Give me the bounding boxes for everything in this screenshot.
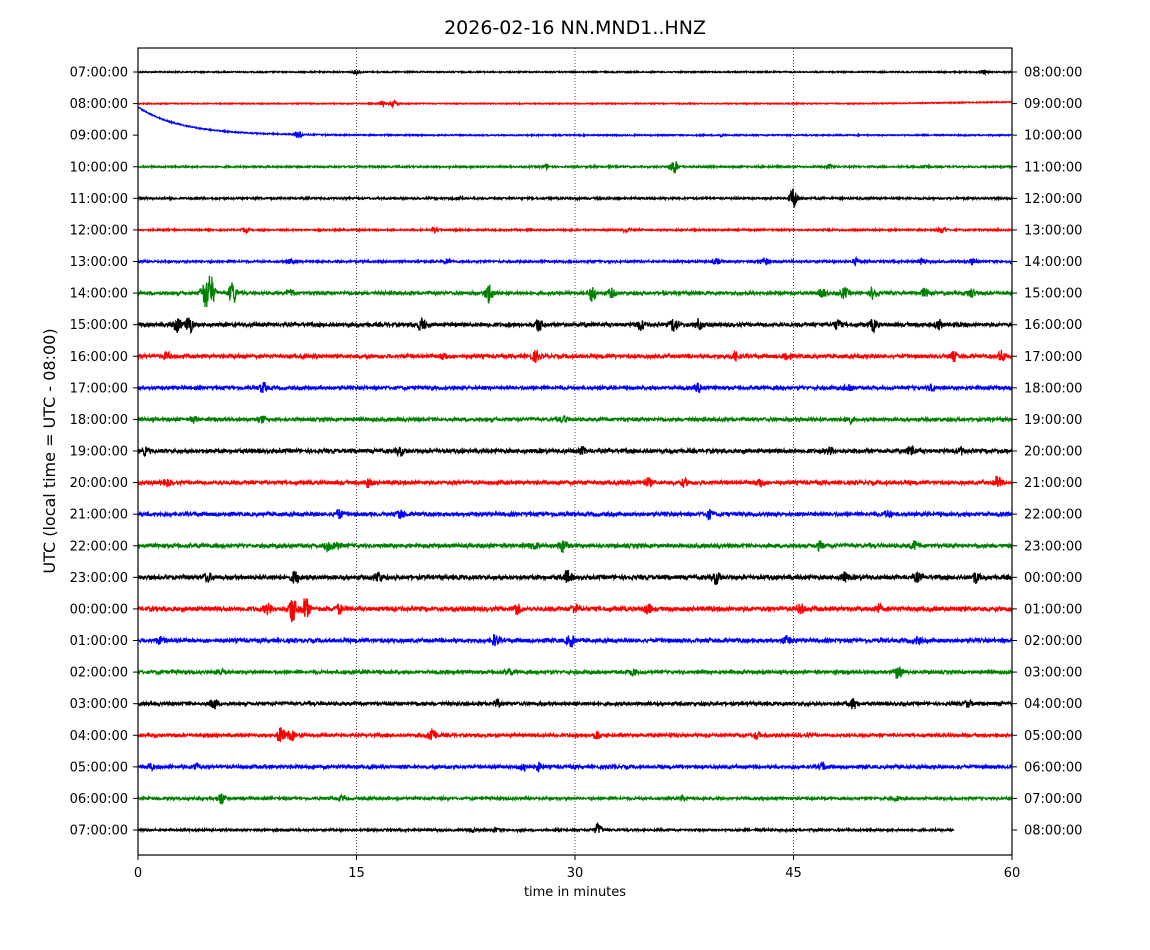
trace-row-220000 xyxy=(137,540,1013,554)
y-tick-label-left: 14:00:00 xyxy=(70,287,128,302)
y-tick-label-left: 22:00:00 xyxy=(70,539,128,554)
y-tick-label-right: 15:00:00 xyxy=(1024,287,1082,302)
trace-row-060000 xyxy=(137,793,1013,805)
y-tick-label-right: 23:00:00 xyxy=(1024,539,1082,554)
trace-row-160000 xyxy=(137,348,1013,363)
trace-row-050000 xyxy=(137,760,1013,773)
trace-row-020000 xyxy=(137,666,1013,679)
y-tick-label-right: 13:00:00 xyxy=(1024,223,1082,238)
trace-row-190000 xyxy=(137,445,1013,458)
trace-row-030000 xyxy=(137,697,1013,710)
x-ticks: 0 15 30 45 60 xyxy=(134,855,1020,881)
y-tick-label-left: 20:00:00 xyxy=(70,476,128,491)
y-tick-label-right: 07:00:00 xyxy=(1024,792,1082,807)
y-tick-label-left: 09:00:00 xyxy=(70,129,128,144)
y-tick-label-left: 12:00:00 xyxy=(70,223,128,238)
y-tick-label-left: 21:00:00 xyxy=(70,508,128,523)
x-tick-label: 30 xyxy=(567,866,584,881)
trace-row-150000 xyxy=(137,317,1013,335)
y-tick-label-left: 07:00:00 xyxy=(70,66,128,81)
y-tick-label-right: 06:00:00 xyxy=(1024,760,1082,775)
y-tick-label-left: 03:00:00 xyxy=(70,697,128,712)
right-y-tick-labels: 08:00:00 09:00:00 10:00:00 11:00:00 12:00:00… xyxy=(1012,66,1082,839)
x-tick-label: 15 xyxy=(348,866,365,881)
y-tick-label-right: 02:00:00 xyxy=(1024,634,1082,649)
trace-row-180000 xyxy=(137,415,1013,426)
trace-row-090000 xyxy=(137,106,1013,139)
y-tick-label-left: 18:00:00 xyxy=(70,413,128,428)
chart-title: 2026-02-16 NN.MND1..HNZ xyxy=(444,17,706,39)
y-tick-label-right: 11:00:00 xyxy=(1024,160,1082,175)
y-tick-label-right: 21:00:00 xyxy=(1024,476,1082,491)
traces xyxy=(137,68,1013,834)
y-tick-label-left: 19:00:00 xyxy=(70,445,128,460)
y-tick-label-right: 17:00:00 xyxy=(1024,350,1082,365)
y-tick-label-right: 05:00:00 xyxy=(1024,729,1082,744)
y-tick-label-left: 05:00:00 xyxy=(70,760,128,775)
y-tick-label-right: 08:00:00 xyxy=(1024,66,1082,81)
y-tick-label-right: 00:00:00 xyxy=(1024,571,1082,586)
y-tick-label-right: 12:00:00 xyxy=(1024,192,1082,207)
y-tick-label-left: 11:00:00 xyxy=(70,192,128,207)
trace-row-110000 xyxy=(137,188,1013,208)
y-tick-label-left: 15:00:00 xyxy=(70,318,128,333)
y-tick-label-left: 00:00:00 xyxy=(70,602,128,617)
trace-row-200000 xyxy=(137,475,1013,489)
y-tick-label-left: 16:00:00 xyxy=(70,350,128,365)
y-tick-label-right: 03:00:00 xyxy=(1024,666,1082,681)
trace-row-230000 xyxy=(137,569,1013,585)
x-tick-label: 60 xyxy=(1004,866,1021,881)
y-tick-label-right: 20:00:00 xyxy=(1024,445,1082,460)
y-tick-label-left: 17:00:00 xyxy=(70,381,128,396)
x-tick-label: 45 xyxy=(785,866,802,881)
trace-row-070000 xyxy=(137,68,1013,77)
grid-lines xyxy=(356,48,794,855)
trace-row-100000 xyxy=(137,161,1013,175)
y-tick-label-right: 14:00:00 xyxy=(1024,255,1082,270)
y-tick-label-right: 01:00:00 xyxy=(1024,602,1082,617)
trace-row-000000 xyxy=(137,598,1013,623)
y-tick-label-left: 10:00:00 xyxy=(70,160,128,175)
trace-row-010000 xyxy=(137,634,1013,648)
y-tick-label-left: 02:00:00 xyxy=(70,666,128,681)
y-tick-label-right: 16:00:00 xyxy=(1024,318,1082,333)
trace-row-170000 xyxy=(137,381,1013,394)
trace-row-120000 xyxy=(137,226,1013,235)
trace-row-040000 xyxy=(137,727,1013,744)
y-tick-label-right: 08:00:00 xyxy=(1024,824,1082,839)
trace-row-210000 xyxy=(137,508,1013,521)
x-axis-label: time in minutes xyxy=(524,885,626,900)
y-tick-label-left: 23:00:00 xyxy=(70,571,128,586)
y-tick-label-left: 08:00:00 xyxy=(70,97,128,112)
trace-row-070000 xyxy=(137,821,955,834)
trace-row-080000 xyxy=(137,99,1013,109)
y-tick-label-right: 22:00:00 xyxy=(1024,508,1082,523)
y-axis-label: UTC (local time = UTC - 08:00) xyxy=(40,328,59,573)
y-tick-label-right: 09:00:00 xyxy=(1024,97,1082,112)
trace-row-140000 xyxy=(137,275,1013,308)
y-tick-label-right: 04:00:00 xyxy=(1024,697,1082,712)
y-tick-label-left: 13:00:00 xyxy=(70,255,128,270)
trace-row-130000 xyxy=(137,255,1013,267)
y-tick-label-left: 01:00:00 xyxy=(70,634,128,649)
y-tick-label-right: 18:00:00 xyxy=(1024,381,1082,396)
y-tick-label-right: 10:00:00 xyxy=(1024,129,1082,144)
x-tick-label: 0 xyxy=(134,866,142,881)
y-tick-label-right: 19:00:00 xyxy=(1024,413,1082,428)
y-tick-label-left: 07:00:00 xyxy=(70,824,128,839)
y-tick-label-left: 06:00:00 xyxy=(70,792,128,807)
y-tick-label-left: 04:00:00 xyxy=(70,729,128,744)
left-y-tick-labels: 07:00:00 08:00:00 09:00:00 10:00:00 11:00:00… xyxy=(70,66,138,839)
